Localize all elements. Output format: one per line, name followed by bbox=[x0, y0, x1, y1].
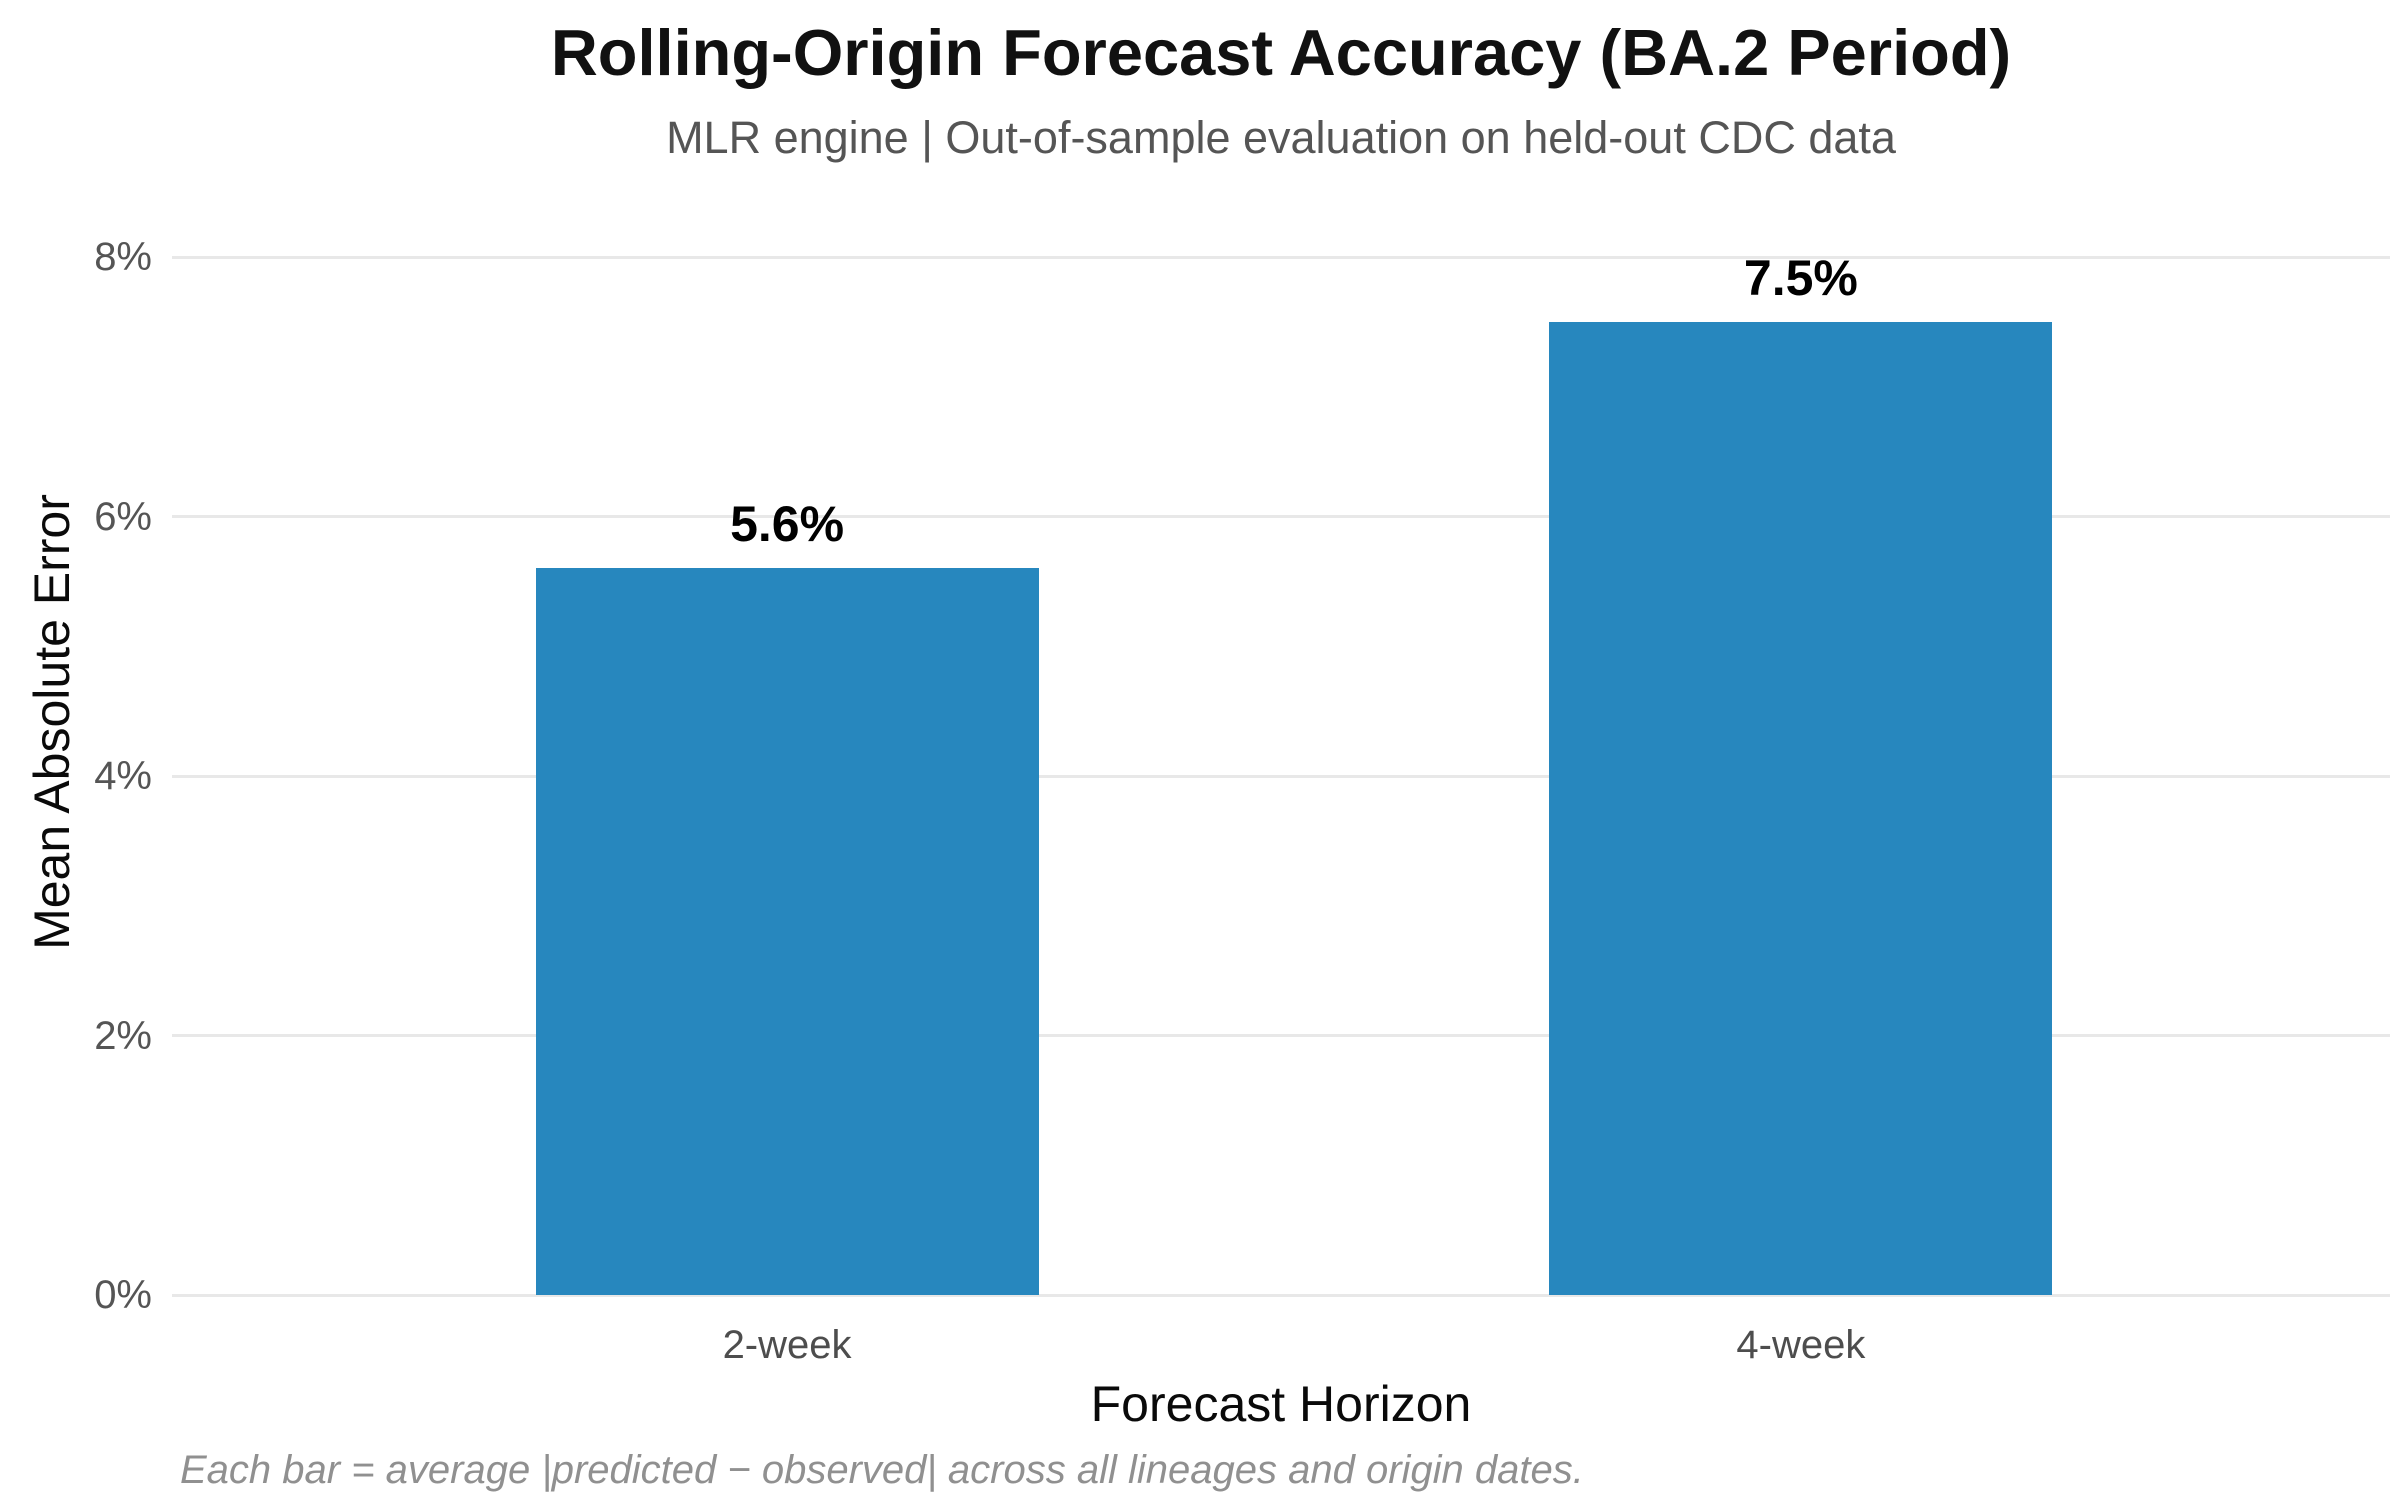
gridline-2% bbox=[172, 1034, 2390, 1037]
x-tick-label: 2-week bbox=[722, 1323, 852, 1367]
chart-footnote: Each bar = average |predicted − observed… bbox=[180, 1448, 1584, 1492]
chart-title: Rolling-Origin Forecast Accuracy (BA.2 P… bbox=[550, 16, 2012, 89]
bar-value-label: 5.6% bbox=[730, 496, 845, 553]
y-tick-label: 4% bbox=[94, 754, 152, 798]
chart-header: Rolling-Origin Forecast Accuracy (BA.2 P… bbox=[172, 16, 2390, 165]
y-tick-label: 6% bbox=[94, 494, 152, 539]
gridline-8% bbox=[172, 255, 2390, 259]
y-tick-label: 8% bbox=[94, 235, 152, 279]
plot-area: Forecast Horizon 5.6% 2-week 7.5% 4-week bbox=[172, 250, 2390, 1432]
bar-value-label: 7.5% bbox=[1743, 249, 1858, 306]
gridline-4% bbox=[172, 774, 2390, 778]
x-tick-label: 4-week bbox=[1736, 1323, 1866, 1367]
gridline-0% bbox=[172, 1293, 2390, 1297]
x-axis-title: Forecast Horizon bbox=[1090, 1376, 1472, 1432]
y-tick-label: 0% bbox=[94, 1273, 152, 1317]
bar-4-week bbox=[1549, 321, 2053, 1295]
bar-2-week bbox=[535, 568, 1039, 1295]
y-axis: 0% 2% 4% 6% 8% bbox=[0, 235, 152, 1317]
y-tick-label: 2% bbox=[94, 1013, 152, 1058]
gridline-6% bbox=[172, 515, 2390, 518]
chart-subtitle: MLR engine | Out-of-sample evaluation on… bbox=[666, 111, 1896, 163]
